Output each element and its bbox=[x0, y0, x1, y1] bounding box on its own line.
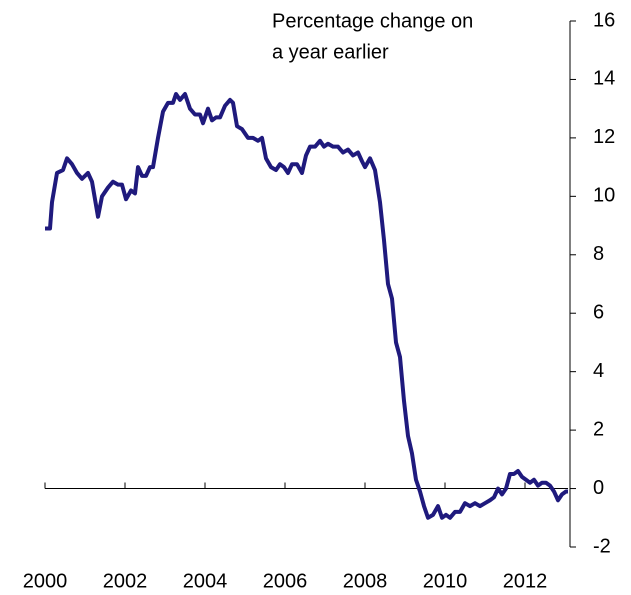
y-tick-label: 10 bbox=[593, 185, 615, 207]
y-tick-label: 8 bbox=[593, 243, 604, 265]
y-tick-label: 16 bbox=[593, 9, 615, 31]
x-tick-label: 2002 bbox=[103, 570, 148, 592]
y-tick-label: -2 bbox=[593, 535, 611, 557]
y-axis-label: Percentage change on bbox=[272, 10, 473, 32]
line bbox=[45, 92, 568, 520]
y-tick-label: 14 bbox=[593, 68, 615, 90]
x-tick-label: 2006 bbox=[263, 570, 308, 592]
y-tick-label: 2 bbox=[593, 418, 604, 440]
x-tick-label: 2004 bbox=[183, 570, 228, 592]
x-tick-label: 2008 bbox=[343, 570, 388, 592]
y-tick-label: 12 bbox=[593, 126, 615, 148]
y-tick-label: 0 bbox=[593, 477, 604, 499]
y-tick-label: 6 bbox=[593, 302, 604, 324]
x-tick-label: 2000 bbox=[23, 570, 68, 592]
y-tick-label: 4 bbox=[593, 360, 604, 382]
x-tick-label: 2012 bbox=[503, 570, 548, 592]
x-tick-label: 2010 bbox=[423, 570, 468, 592]
y-axis-label: a year earlier bbox=[272, 41, 389, 63]
